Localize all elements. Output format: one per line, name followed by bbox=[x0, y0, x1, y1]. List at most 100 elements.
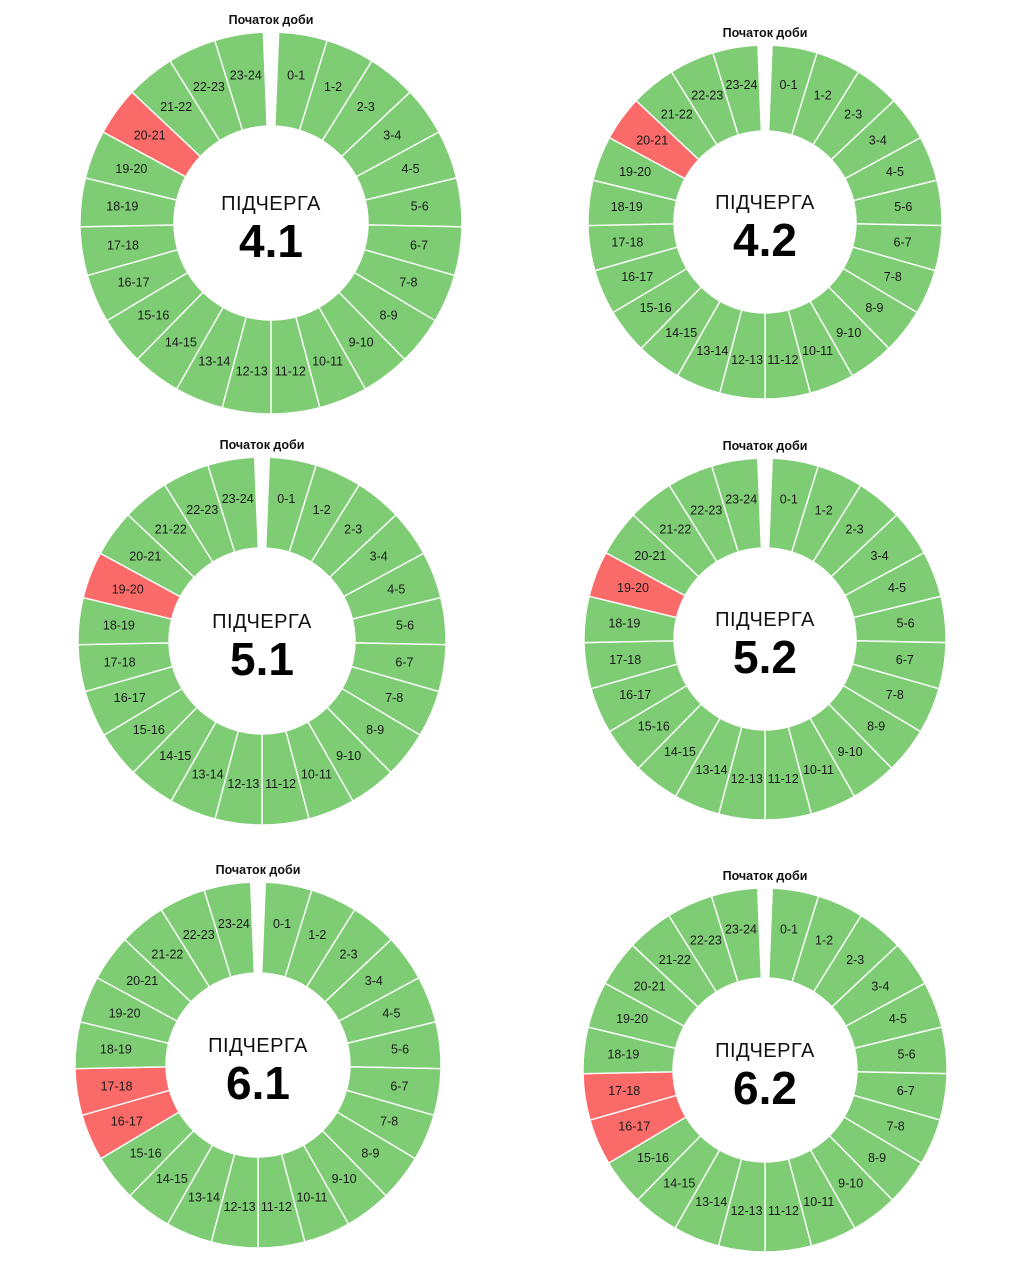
subqueue-label: ПІДЧЕРГА bbox=[212, 611, 312, 633]
hour-label-14-15: 14-15 bbox=[665, 326, 697, 340]
hour-label-2-3: 2-3 bbox=[846, 953, 864, 967]
hour-label-0-1: 0-1 bbox=[779, 78, 797, 92]
hour-label-0-1: 0-1 bbox=[287, 69, 305, 83]
hour-label-2-3: 2-3 bbox=[357, 100, 375, 114]
hour-label-3-4: 3-4 bbox=[871, 980, 889, 994]
hour-label-19-20: 19-20 bbox=[112, 582, 144, 596]
hour-label-20-21: 20-21 bbox=[634, 980, 666, 994]
donut-chart-5-1: 0-1 1-2 2-3 3-4 4-5 5-6 6-7 7-8 8-9 9-10 10-11 11-1… bbox=[77, 438, 447, 826]
hour-label-21-22: 21-22 bbox=[661, 107, 693, 121]
hour-label-5-6: 5-6 bbox=[411, 200, 429, 214]
hour-label-17-18: 17-18 bbox=[609, 653, 641, 667]
hour-label-3-4: 3-4 bbox=[365, 974, 383, 988]
hour-label-16-17: 16-17 bbox=[111, 1115, 143, 1129]
start-of-day-label: Початок доби bbox=[229, 13, 314, 27]
hour-label-18-19: 18-19 bbox=[103, 618, 135, 632]
hour-label-13-14: 13-14 bbox=[695, 1195, 727, 1209]
hour-label-6-7: 6-7 bbox=[390, 1079, 408, 1093]
hour-label-10-11: 10-11 bbox=[301, 767, 332, 781]
hour-label-8-9: 8-9 bbox=[867, 719, 885, 733]
subqueue-label: ПІДЧЕРГА bbox=[221, 193, 321, 215]
hour-label-17-18: 17-18 bbox=[101, 1079, 133, 1093]
queue-number: 6.2 bbox=[733, 1062, 797, 1114]
hour-label-14-15: 14-15 bbox=[165, 336, 197, 350]
hour-label-19-20: 19-20 bbox=[109, 1007, 141, 1021]
hour-label-6-7: 6-7 bbox=[410, 238, 428, 252]
hour-label-17-18: 17-18 bbox=[104, 655, 136, 669]
hour-label-5-6: 5-6 bbox=[894, 200, 912, 214]
hour-label-3-4: 3-4 bbox=[383, 128, 401, 142]
hour-label-10-11: 10-11 bbox=[296, 1190, 327, 1204]
hour-label-1-2: 1-2 bbox=[814, 88, 832, 102]
hour-label-22-23: 22-23 bbox=[690, 933, 722, 947]
hour-label-0-1: 0-1 bbox=[780, 493, 798, 507]
hour-label-21-22: 21-22 bbox=[659, 523, 691, 537]
hour-label-18-19: 18-19 bbox=[106, 200, 138, 214]
hour-label-8-9: 8-9 bbox=[380, 309, 398, 323]
hour-label-10-11: 10-11 bbox=[803, 763, 834, 777]
hour-label-4-5: 4-5 bbox=[387, 582, 405, 596]
hour-segment-23-24 bbox=[712, 44, 763, 136]
hour-segment-23-24 bbox=[203, 881, 256, 978]
hour-label-20-21: 20-21 bbox=[636, 134, 668, 148]
hour-label-4-5: 4-5 bbox=[382, 1007, 400, 1021]
hour-label-13-14: 13-14 bbox=[696, 763, 728, 777]
hour-label-11-12: 11-12 bbox=[767, 353, 798, 367]
hour-label-19-20: 19-20 bbox=[619, 165, 651, 179]
hour-label-7-8: 7-8 bbox=[385, 691, 403, 705]
hour-label-20-21: 20-21 bbox=[129, 550, 161, 564]
hour-label-1-2: 1-2 bbox=[313, 503, 331, 517]
hour-label-3-4: 3-4 bbox=[869, 134, 887, 148]
hour-label-15-16: 15-16 bbox=[640, 301, 672, 315]
queue-number: 6.1 bbox=[226, 1057, 290, 1109]
hour-label-21-22: 21-22 bbox=[155, 523, 187, 537]
hour-label-8-9: 8-9 bbox=[366, 723, 384, 737]
hour-label-16-17: 16-17 bbox=[114, 691, 146, 705]
donut-chart-6-2: 0-1 1-2 2-3 3-4 4-5 5-6 6-7 7-8 8-9 9-10 10-11 11-1… bbox=[582, 869, 948, 1253]
hour-label-10-11: 10-11 bbox=[312, 355, 343, 369]
hour-label-12-13: 12-13 bbox=[731, 1204, 763, 1218]
hour-label-15-16: 15-16 bbox=[637, 1151, 669, 1165]
hour-label-7-8: 7-8 bbox=[886, 688, 904, 702]
hour-label-12-13: 12-13 bbox=[224, 1200, 256, 1214]
hour-label-6-7: 6-7 bbox=[896, 653, 914, 667]
hour-label-11-12: 11-12 bbox=[768, 772, 799, 786]
hour-label-18-19: 18-19 bbox=[100, 1042, 132, 1056]
hour-label-20-21: 20-21 bbox=[126, 974, 158, 988]
hour-label-15-16: 15-16 bbox=[137, 309, 169, 323]
hour-segment-23-24 bbox=[710, 887, 763, 983]
hour-label-2-3: 2-3 bbox=[844, 107, 862, 121]
hour-label-0-1: 0-1 bbox=[780, 923, 798, 937]
hour-label-15-16: 15-16 bbox=[638, 719, 670, 733]
hour-label-4-5: 4-5 bbox=[888, 581, 906, 595]
hour-label-10-11: 10-11 bbox=[803, 1195, 834, 1209]
start-of-day-label: Початок доби bbox=[216, 863, 301, 877]
hour-label-1-2: 1-2 bbox=[324, 80, 342, 94]
hour-label-0-1: 0-1 bbox=[277, 492, 295, 506]
hour-label-18-19: 18-19 bbox=[607, 1048, 639, 1062]
start-of-day-label: Початок доби bbox=[723, 26, 808, 40]
hour-label-11-12: 11-12 bbox=[768, 1204, 799, 1218]
hour-label-4-5: 4-5 bbox=[402, 162, 420, 176]
donut-chart-6-1: 0-1 1-2 2-3 3-4 4-5 5-6 6-7 7-8 8-9 9-10 10-11 11-1… bbox=[74, 863, 442, 1249]
hour-label-8-9: 8-9 bbox=[865, 301, 883, 315]
hour-label-5-6: 5-6 bbox=[391, 1042, 409, 1056]
queue-number: 5.1 bbox=[230, 633, 294, 685]
subqueue-label: ПІДЧЕРГА bbox=[715, 609, 815, 631]
hour-label-14-15: 14-15 bbox=[663, 1177, 695, 1191]
hour-label-21-22: 21-22 bbox=[659, 953, 691, 967]
hour-label-9-10: 9-10 bbox=[838, 1177, 863, 1191]
queue-number: 4.1 bbox=[239, 215, 303, 267]
hour-label-3-4: 3-4 bbox=[871, 549, 889, 563]
hour-label-8-9: 8-9 bbox=[361, 1146, 379, 1160]
hour-label-2-3: 2-3 bbox=[344, 523, 362, 537]
hour-label-15-16: 15-16 bbox=[133, 723, 165, 737]
hour-label-18-19: 18-19 bbox=[611, 200, 643, 214]
hour-label-7-8: 7-8 bbox=[399, 275, 417, 289]
hour-label-23-24: 23-24 bbox=[230, 69, 262, 83]
hour-label-14-15: 14-15 bbox=[156, 1172, 188, 1186]
hour-label-9-10: 9-10 bbox=[349, 336, 374, 350]
hour-label-10-11: 10-11 bbox=[802, 344, 833, 358]
